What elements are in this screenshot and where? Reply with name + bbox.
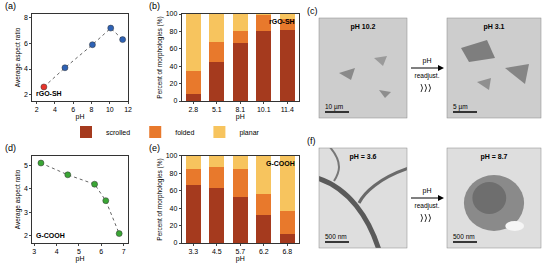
svg-text:folded: folded [175,129,194,136]
svg-text:rGO-SH: rGO-SH [269,18,295,25]
svg-text:100: 100 [166,10,178,17]
svg-text:(d): (d) [5,143,16,153]
svg-text:3: 3 [32,248,36,255]
svg-text:4: 4 [24,185,28,192]
svg-text:2: 2 [24,91,28,98]
svg-text:8: 8 [90,106,94,113]
svg-text:scrolled: scrolled [106,129,130,136]
svg-text:20: 20 [170,80,178,87]
svg-text:Percent of morphologies (%): Percent of morphologies (%) [156,16,164,98]
svg-text:7: 7 [122,248,126,255]
svg-text:(f): (f) [307,136,316,146]
svg-text:planar: planar [239,129,259,137]
svg-text:Average aspect ratio: Average aspect ratio [14,27,22,87]
svg-text:pH: pH [423,187,432,195]
svg-text:5.1: 5.1 [212,106,222,113]
svg-text:10 µm: 10 µm [325,103,343,111]
svg-text:pH: pH [76,255,85,263]
svg-text:8: 8 [24,14,28,21]
svg-text:12: 12 [124,106,132,113]
svg-text:(e): (e) [149,143,160,153]
svg-text:pH: pH [236,113,245,121]
svg-text:(c): (c) [307,6,318,16]
svg-text:100: 100 [166,152,178,159]
svg-text:Average aspect ratio: Average aspect ratio [14,169,22,229]
svg-text:pH: pH [76,113,85,121]
svg-text:2: 2 [35,106,39,113]
svg-text:2.8: 2.8 [188,106,198,113]
svg-text:500 nm: 500 nm [453,233,475,240]
svg-text:6.8: 6.8 [282,248,292,255]
svg-text:5.7: 5.7 [235,248,245,255]
svg-text:20: 20 [170,222,178,229]
svg-text:8.1: 8.1 [235,106,245,113]
svg-text:Percent of morphologies (%): Percent of morphologies (%) [156,158,164,240]
svg-text:0: 0 [173,97,177,104]
svg-text:5 µm: 5 µm [453,103,468,111]
svg-text:4: 4 [24,65,28,72]
svg-text:11.4: 11.4 [281,106,294,113]
svg-text:80: 80 [170,170,178,177]
svg-text:readjust.: readjust. [415,72,440,80]
svg-text:60: 60 [170,187,178,194]
svg-text:80: 80 [170,28,178,35]
svg-text:6: 6 [99,248,103,255]
svg-text:(a): (a) [5,1,16,11]
svg-text:3.3: 3.3 [188,248,198,255]
svg-text:readjust.: readjust. [415,202,440,210]
svg-text:5: 5 [24,162,28,169]
svg-text:60: 60 [170,45,178,52]
svg-text:40: 40 [170,63,178,70]
svg-text:10.1: 10.1 [257,106,271,113]
svg-text:5: 5 [77,248,81,255]
svg-text:10: 10 [106,106,114,113]
svg-text:pH: pH [423,57,432,65]
svg-text:40: 40 [170,205,178,212]
svg-text:(b): (b) [149,1,160,11]
svg-text:4.5: 4.5 [212,248,222,255]
svg-text:3: 3 [24,209,28,216]
svg-text:6: 6 [24,40,28,47]
svg-text:pH = 8.7: pH = 8.7 [480,153,507,161]
svg-text:0: 0 [173,239,177,246]
svg-text:rGO-SH: rGO-SH [36,90,62,97]
svg-text:pH: pH [236,255,245,263]
svg-text:4: 4 [55,248,59,255]
svg-text:pH 10.2: pH 10.2 [351,23,376,31]
svg-text:4: 4 [53,106,57,113]
svg-text:G-COOH: G-COOH [36,232,65,239]
svg-text:6: 6 [71,106,75,113]
svg-text:pH = 3.6: pH = 3.6 [349,153,376,161]
svg-text:2: 2 [24,232,28,239]
svg-text:pH 3.1: pH 3.1 [483,23,504,31]
svg-text:G-COOH: G-COOH [266,160,295,167]
svg-text:6.2: 6.2 [259,248,269,255]
svg-text:500 nm: 500 nm [325,233,347,240]
